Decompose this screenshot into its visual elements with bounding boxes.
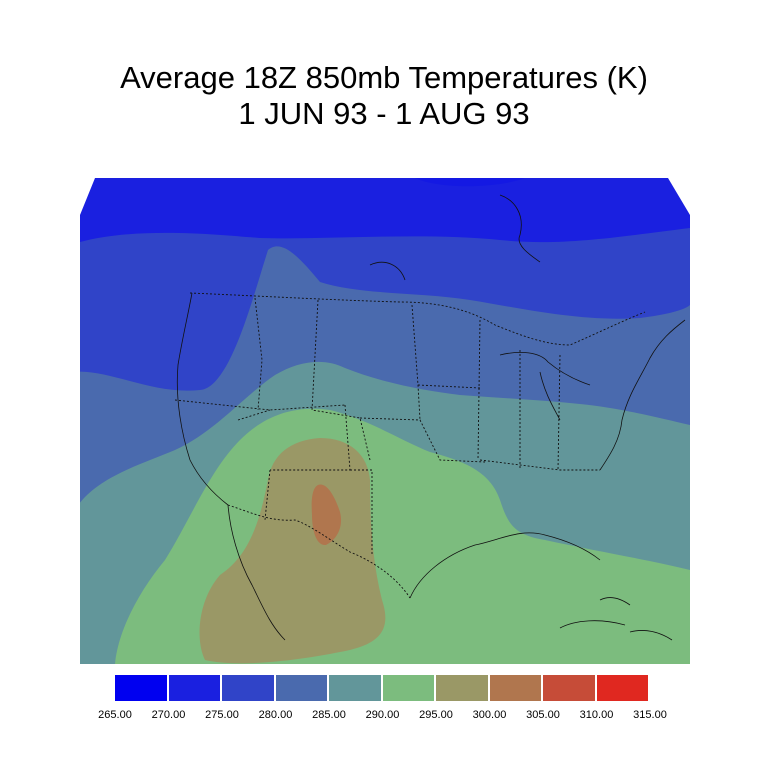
us-canada-border <box>189 292 646 346</box>
colorbar-label: 285.00 <box>312 709 346 721</box>
colorbar-label: 310.00 <box>579 709 614 721</box>
political-boundaries <box>174 292 646 599</box>
state-lines <box>174 297 600 555</box>
colorbar-swatch <box>382 675 434 701</box>
colorbar-label: 270.00 <box>151 709 186 721</box>
great-lakes <box>499 351 591 421</box>
atlantic-coast <box>599 319 686 471</box>
gulf-coast <box>409 532 601 599</box>
colorbar-label: 300.00 <box>472 709 507 721</box>
colorbar-swatch <box>596 675 648 701</box>
colorbar-swatch <box>489 675 541 701</box>
colorbar-swatch <box>115 675 167 701</box>
colorbar-swatch <box>222 675 274 701</box>
title-line-1: Average 18Z 850mb Temperatures (K) <box>120 60 648 95</box>
colorbar-label: 290.00 <box>365 709 400 721</box>
colorbar-swatch <box>436 675 488 701</box>
colorbar-label: 275.00 <box>205 709 239 721</box>
colorbar-swatch <box>168 675 220 701</box>
colorbar-label: 295.00 <box>419 709 453 721</box>
colorbar-label: 305.00 <box>526 709 560 721</box>
us-mexico-border <box>227 504 411 599</box>
band-295-300 <box>199 438 386 664</box>
colorbar-label: 265.00 <box>98 709 132 721</box>
pacific-coast <box>176 292 229 506</box>
caribbean-islands <box>559 597 673 641</box>
colorbar-label: 280.00 <box>258 709 293 721</box>
colorbar-swatch <box>275 675 327 701</box>
coastlines <box>176 194 686 641</box>
colorbar-label: 315.00 <box>633 709 667 721</box>
title-line-2: 1 JUN 93 - 1 AUG 93 <box>238 96 530 131</box>
colorbar-swatch <box>543 675 595 701</box>
band-300-305 <box>311 484 342 546</box>
baja <box>227 504 286 641</box>
colorbar-swatch <box>329 675 381 701</box>
band-265-270-north <box>415 178 525 187</box>
hudson-bay <box>369 194 541 281</box>
